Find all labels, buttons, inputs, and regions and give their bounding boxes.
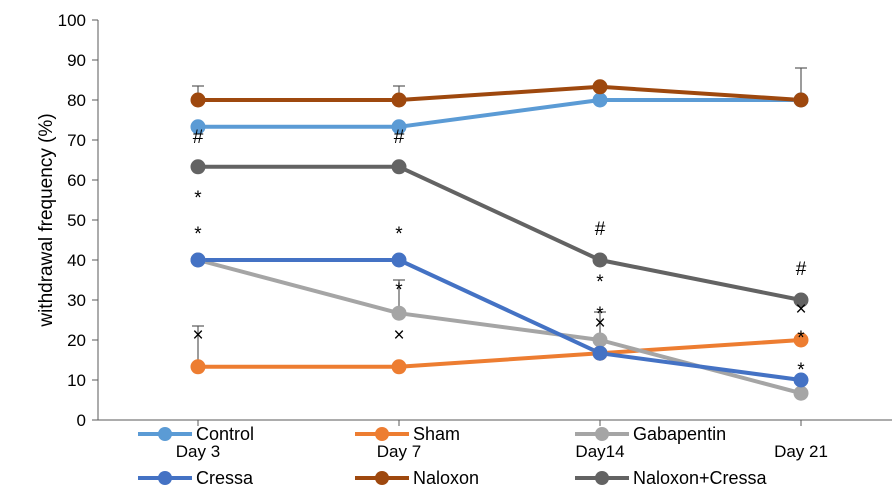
- significance-mark: #: [796, 259, 807, 280]
- x-tick-label: Day14: [575, 442, 624, 461]
- data-point-gabapentin: [592, 332, 608, 348]
- significance-mark: *: [395, 280, 403, 301]
- significance-mark: *: [797, 360, 805, 381]
- data-point-cressa: [391, 252, 407, 268]
- series-line-cressa: [198, 258, 802, 382]
- y-tick-label: 90: [67, 51, 86, 70]
- series-line-sham: [198, 338, 802, 369]
- legend-marker-cressa: [158, 471, 172, 485]
- legend-marker-sham: [375, 427, 389, 441]
- significance-mark: #: [394, 127, 405, 148]
- significance-mark: *: [194, 224, 202, 245]
- legend-label-control: Control: [196, 424, 254, 444]
- data-point-naloxon-cressa: [391, 159, 407, 175]
- significance-mark: #: [595, 219, 606, 240]
- series-line-control: [198, 98, 801, 129]
- significance-annotations: #**×#**×#**×#×**: [192, 127, 806, 381]
- significance-mark: #: [193, 127, 204, 148]
- significance-mark: ×: [795, 299, 806, 320]
- y-tick-label: 80: [67, 91, 86, 110]
- y-tick-label: 10: [67, 371, 86, 390]
- significance-mark: *: [395, 224, 403, 245]
- legend-marker-naloxon: [375, 471, 389, 485]
- data-point-gabapentin: [391, 305, 407, 321]
- legend-marker-control: [158, 427, 172, 441]
- y-tick-label: 60: [67, 171, 86, 190]
- data-point-naloxon-cressa: [190, 159, 206, 175]
- data-point-cressa: [592, 345, 608, 361]
- data-point-naloxon-cressa: [793, 292, 809, 308]
- significance-mark: ×: [594, 313, 605, 334]
- x-tick-labels: Day 3 Day 7 Day14 Day 21: [176, 442, 828, 461]
- data-point-naloxon: [190, 92, 206, 108]
- y-tick-label: 0: [77, 411, 86, 430]
- data-point-control: [391, 119, 407, 135]
- series-line-naloxon-cressa: [198, 164, 802, 302]
- axes: 0 10 20 30 40 50 60 70 80 90 100: [58, 11, 892, 430]
- legend-label-naloxon: Naloxon: [413, 468, 479, 488]
- y-tick-label: 20: [67, 331, 86, 350]
- data-point-naloxon: [793, 92, 809, 108]
- x-tick-label: Day 21: [774, 442, 828, 461]
- data-point-gabapentin: [793, 385, 809, 401]
- significance-mark: *: [797, 328, 805, 349]
- data-point-naloxon: [391, 92, 407, 108]
- significance-mark: *: [596, 272, 604, 293]
- data-point-control: [190, 119, 206, 135]
- data-point-cressa: [190, 252, 206, 268]
- data-point-sham: [391, 359, 407, 375]
- legend-label-cressa: Cressa: [196, 468, 254, 488]
- y-tick-label: 50: [67, 211, 86, 230]
- data-point-naloxon-cressa: [592, 252, 608, 268]
- data-point-naloxon: [592, 79, 608, 95]
- significance-mark: *: [596, 304, 604, 325]
- y-tick-label: 100: [58, 11, 86, 30]
- significance-mark: ×: [393, 325, 404, 346]
- series-lines: [197, 84, 802, 396]
- legend-marker-gabapentin: [595, 427, 609, 441]
- x-tick-label: Day 7: [377, 442, 421, 461]
- y-axis-label: withdrawal frequency (%): [36, 113, 57, 327]
- data-point-cressa: [793, 372, 809, 388]
- legend-label-sham: Sham: [413, 424, 460, 444]
- data-point-sham: [190, 359, 206, 375]
- legend-label-naloxon-cressa: Naloxon+Cressa: [633, 468, 768, 488]
- data-point-sham: [793, 332, 809, 348]
- significance-mark: ×: [192, 325, 203, 346]
- series-line-naloxon: [198, 84, 802, 102]
- y-tick-label: 30: [67, 291, 86, 310]
- y-tick-label: 40: [67, 251, 86, 270]
- legend-marker-naloxon-cressa: [595, 471, 609, 485]
- data-point-control: [592, 92, 608, 108]
- y-tick-label: 70: [67, 131, 86, 150]
- legend-label-gabapentin: Gabapentin: [633, 424, 726, 444]
- legend: Control Sham Gabapentin Cressa Naloxon Naloxo…: [138, 424, 768, 488]
- series-points: [190, 79, 809, 401]
- x-tick-label: Day 3: [176, 442, 220, 461]
- significance-mark: *: [194, 188, 202, 209]
